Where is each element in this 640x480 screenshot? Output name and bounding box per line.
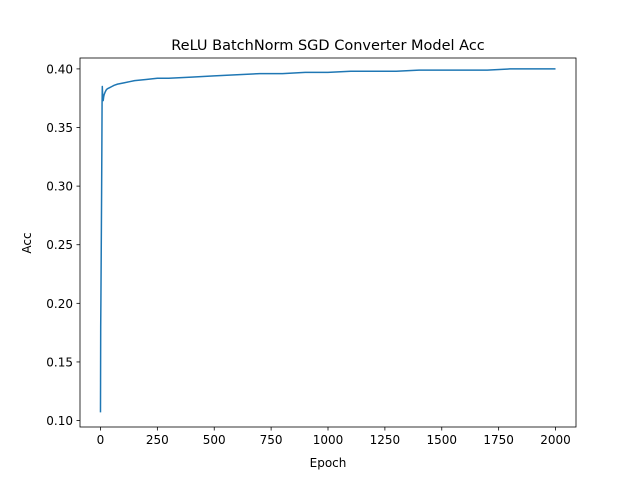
y-tick-label-4: 0.30: [46, 180, 73, 194]
y-tick-label-2: 0.20: [46, 297, 73, 311]
x-tick-label-1: 250: [146, 433, 169, 447]
x-tick-label-8: 2000: [540, 433, 571, 447]
y-tick-label-5: 0.35: [46, 121, 73, 135]
x-tick-label-2: 500: [203, 433, 226, 447]
x-tick-label-4: 1000: [313, 433, 344, 447]
x-tick-label-5: 1250: [370, 433, 401, 447]
x-axis: 0 250 500 750 1000 1250 1500 1750 2000: [97, 427, 571, 447]
y-tick-label-0: 0.10: [46, 414, 73, 428]
x-tick-label-0: 0: [97, 433, 105, 447]
y-tick-label-6: 0.40: [46, 62, 73, 76]
x-tick-label-7: 1750: [483, 433, 514, 447]
x-tick-label-6: 1500: [426, 433, 457, 447]
y-axis-title: Acc: [20, 232, 34, 253]
plot-frame: [79, 57, 577, 428]
y-tick-label-1: 0.15: [46, 355, 73, 369]
x-axis-title: Epoch: [310, 456, 347, 470]
plot-area: [99, 68, 556, 413]
series-line-0: [99, 68, 556, 413]
y-axis: 0.10 0.15 0.20 0.25 0.30 0.35 0.40: [46, 62, 80, 428]
chart-title: ReLU BatchNorm SGD Converter Model Acc: [171, 38, 485, 54]
x-tick-label-3: 750: [260, 433, 283, 447]
y-tick-label-3: 0.25: [46, 238, 73, 252]
